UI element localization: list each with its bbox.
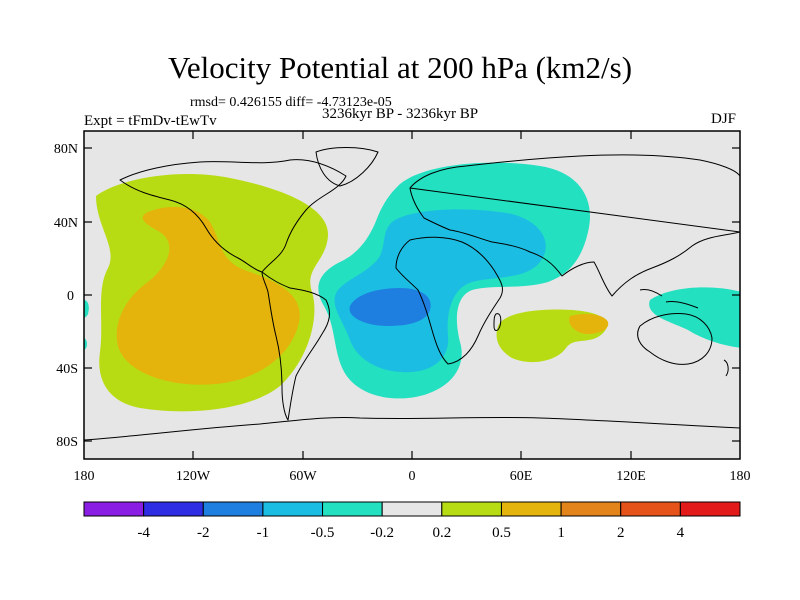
time-period-label: 3236kyr BP - 3236kyr BP [322, 106, 479, 122]
colorbar-label-6: 0.5 [492, 525, 511, 541]
season-label: DJF [711, 111, 737, 127]
colorbar-label-9: 4 [677, 525, 685, 541]
lon-label-60w: 60W [289, 469, 317, 484]
lon-label-180e: 180 [730, 469, 751, 484]
colorbar-swatch-3 [262, 501, 324, 517]
colorbar-label-5: 0.2 [432, 525, 451, 541]
negative-region-core [349, 288, 431, 326]
colorbar-swatch-0 [83, 501, 145, 517]
lon-label-0: 0 [409, 469, 416, 484]
colorbar-label-4: -0.2 [370, 525, 394, 541]
rmsd-diff-stats: rmsd= 0.426155 diff= -4.73123e-05 [190, 95, 392, 110]
indian-ocean-positive-inner [569, 314, 609, 334]
lon-label-180w: 180 [74, 469, 95, 484]
lon-label-60e: 60E [510, 469, 533, 484]
colorbar-swatch-6 [441, 501, 502, 517]
lat-label-80s: 80S [56, 435, 78, 450]
colorbar-swatch-5 [381, 501, 443, 517]
colorbar-label-3: -0.5 [311, 525, 335, 541]
lat-label-80n: 80N [54, 142, 78, 157]
lon-label-120w: 120W [176, 469, 211, 484]
colorbar: -4 -2 -1 -0.5 -0.2 0.2 0.5 1 2 4 [83, 501, 741, 541]
edge-blob-west [84, 300, 89, 318]
lat-label-0: 0 [67, 289, 74, 304]
colorbar-label-8: 2 [617, 525, 625, 541]
colorbar-swatch-7 [500, 501, 562, 517]
colorbar-label-7: 1 [557, 525, 565, 541]
contour-fields [84, 147, 740, 441]
colorbar-swatch-2 [202, 501, 264, 517]
colorbar-swatch-9 [620, 501, 681, 517]
colorbar-swatch-8 [560, 501, 622, 517]
colorbar-label-2: -1 [257, 525, 270, 541]
positive-region-inner [116, 206, 300, 385]
lat-label-40s: 40S [56, 362, 78, 377]
colorbar-label-1: -2 [197, 525, 210, 541]
colorbar-swatch-1 [143, 501, 204, 517]
map-title: Velocity Potential at 200 hPa (km2/s) [167, 50, 633, 85]
lat-label-40n: 40N [54, 216, 78, 231]
coastlines [84, 147, 740, 441]
lon-label-120e: 120E [616, 469, 646, 484]
negative-region-mid [334, 209, 546, 373]
colorbar-swatch-4 [322, 501, 383, 517]
experiment-label: Expt = tFmDv-tEwTv [84, 113, 217, 129]
pacific-negative-region [649, 287, 740, 348]
longitude-axis [192, 131, 632, 459]
latitude-axis [84, 147, 740, 442]
colorbar-swatch-10 [679, 501, 741, 517]
colorbar-label-0: -4 [137, 525, 150, 541]
